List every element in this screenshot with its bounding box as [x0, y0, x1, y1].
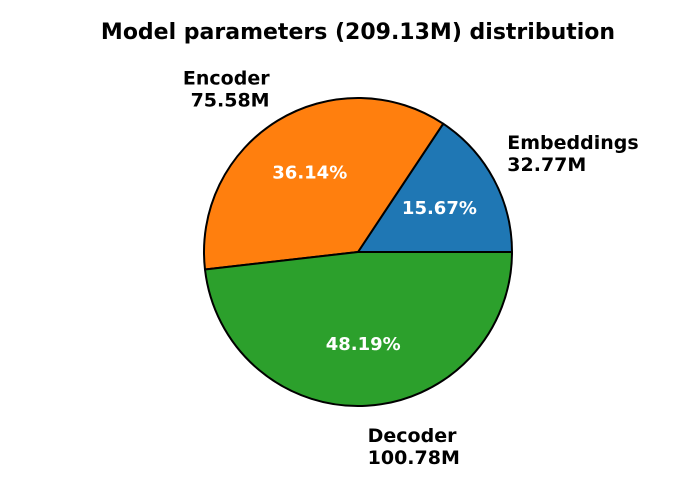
- slice-value: 100.78M: [368, 447, 460, 469]
- chart-title: Model parameters (209.13M) distribution: [101, 20, 615, 45]
- pie-slice-embeddings: [357, 122, 513, 253]
- slice-value: 75.58M: [191, 90, 270, 112]
- pie-slices: [203, 97, 513, 407]
- pie-percent-label: 15.67%: [402, 198, 477, 219]
- pie-slice-labels: Embeddings 32.77M Encoder 75.58M Decoder 100.…: [183, 68, 639, 470]
- pie-percent-label: 48.19%: [326, 334, 401, 355]
- slice-name: Embeddings: [507, 132, 638, 154]
- pie-slice-encoder: [203, 97, 445, 271]
- slice-name: Encoder: [183, 68, 270, 90]
- pie-slice-label: Embeddings 32.77M: [507, 132, 638, 176]
- pie-percent-label: 36.14%: [272, 163, 347, 184]
- pie-slice-label: Decoder 100.78M: [368, 425, 460, 469]
- slice-name: Decoder: [368, 425, 457, 447]
- slice-value: 32.77M: [507, 154, 586, 176]
- pie-slice-label: Encoder 75.58M: [183, 68, 270, 112]
- pie-slice-decoder: [203, 251, 513, 407]
- pie-percent-labels: 15.67% 36.14% 48.19%: [272, 163, 477, 355]
